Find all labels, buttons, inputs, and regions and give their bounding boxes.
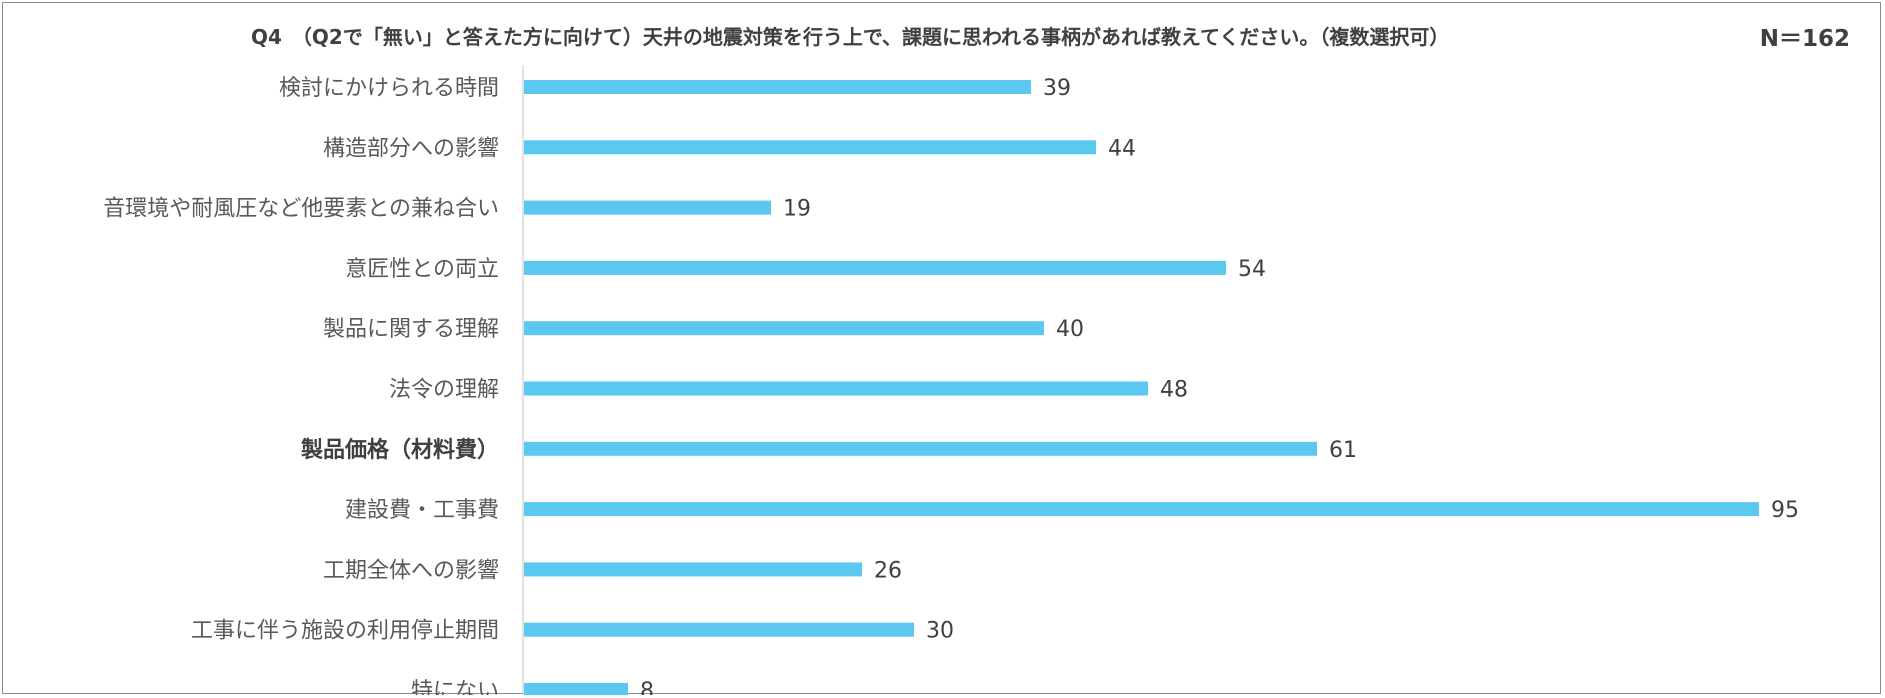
category-labels: 検討にかけられる時間構造部分への影響音環境や耐風圧など他要素との兼ね合い意匠性と… [103, 76, 499, 695]
bar [524, 140, 1096, 155]
category-label: 意匠性との両立 [345, 257, 499, 282]
chart-title: Q4 （Q2で「無い」と答えた方に向けて）天井の地震対策を行う上で、課題に思われ… [251, 25, 1449, 49]
bar [524, 502, 1759, 517]
bar [524, 321, 1044, 336]
category-label: 製品に関する理解 [323, 317, 499, 342]
data-label: 44 [1108, 136, 1136, 161]
bar [524, 80, 1031, 94]
bar [524, 200, 771, 215]
bar [524, 622, 914, 637]
data-label: 8 [640, 679, 654, 695]
category-label: 音環境や耐風圧など他要素との兼ね合い [103, 197, 499, 222]
category-label: 工期全体への影響 [323, 558, 499, 583]
data-label: 48 [1160, 378, 1188, 403]
category-label: 特にない [411, 679, 499, 695]
category-label: 検討にかけられる時間 [279, 76, 499, 101]
category-label: 構造部分への影響 [323, 136, 499, 161]
category-label: 建設費・工事費 [345, 498, 499, 523]
sample-size-label: N＝162 [1760, 26, 1850, 52]
bar [524, 562, 862, 577]
bar [524, 683, 628, 695]
data-label: 61 [1329, 438, 1357, 463]
data-label: 40 [1056, 317, 1084, 342]
bars [524, 80, 1759, 695]
category-label: 製品価格（材料費） [300, 437, 499, 463]
data-label: 54 [1238, 257, 1266, 282]
category-label: 工事に伴う施設の利用停止期間 [191, 619, 499, 644]
bar-chart: Q4 （Q2で「無い」と答えた方に向けて）天井の地震対策を行う上で、課題に思われ… [103, 25, 1850, 695]
data-label: 39 [1043, 76, 1071, 101]
bar [524, 441, 1317, 456]
data-label: 30 [926, 619, 954, 644]
bar [524, 260, 1226, 275]
value-labels: 39 44 19 54 40 48 61 95 26 30 8 [640, 76, 1799, 695]
data-label: 26 [874, 558, 902, 583]
category-label: 法令の理解 [389, 378, 499, 403]
data-label: 19 [783, 197, 811, 222]
bar [524, 381, 1148, 396]
data-label: 95 [1771, 498, 1799, 523]
